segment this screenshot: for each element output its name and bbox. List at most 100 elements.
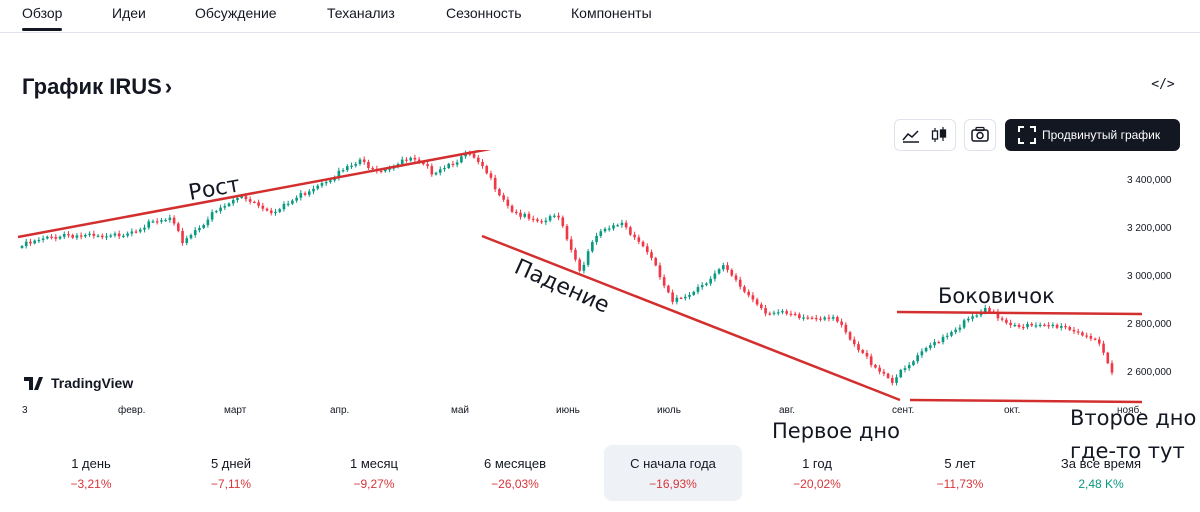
candle-body: [654, 257, 658, 266]
tab-components[interactable]: Компоненты: [571, 5, 652, 21]
candle-body: [84, 234, 87, 237]
embed-code-button[interactable]: </>: [1150, 74, 1176, 96]
period-6[interactable]: 5 лет −11,73%: [891, 445, 1029, 501]
candle-body: [983, 307, 987, 312]
candle-body: [924, 348, 928, 352]
period-0[interactable]: 1 день −3,21%: [22, 445, 160, 501]
candle-body: [595, 235, 598, 243]
candle-body: [329, 180, 332, 183]
candle-body: [269, 210, 273, 214]
candle-body: [852, 339, 856, 345]
x-tick-label: сент.: [892, 405, 914, 416]
candle-body: [531, 218, 535, 220]
tab-seasonality[interactable]: Сезонность: [446, 5, 522, 21]
candle-body: [350, 165, 353, 167]
candle-body: [143, 227, 146, 230]
candle-body: [236, 197, 239, 201]
candle-body: [633, 234, 636, 238]
tab-ideas[interactable]: Идеи: [112, 5, 146, 21]
candle-body: [700, 285, 704, 288]
candle-body: [122, 235, 125, 237]
candle-body: [485, 166, 489, 174]
candle-body: [299, 193, 303, 198]
tradingview-logo-icon: [24, 377, 43, 390]
x-tick-label: июль: [657, 405, 681, 416]
candle-body: [1000, 318, 1004, 320]
candle-body: [312, 188, 315, 192]
candle-body: [50, 236, 53, 238]
candle-body: [544, 220, 548, 223]
period-2[interactable]: 1 месяц −9,27%: [305, 445, 443, 501]
candle-body: [316, 185, 320, 189]
candle-body: [37, 239, 41, 242]
candle-body: [367, 161, 370, 168]
period-4[interactable]: С начала года −16,93%: [604, 445, 742, 501]
tab-technical-analysis[interactable]: Теханализ: [327, 5, 395, 21]
candle-body: [67, 234, 70, 236]
period-label: 1 год: [802, 456, 832, 471]
candle-body: [417, 159, 421, 162]
candle-body: [865, 352, 869, 357]
candle-body: [434, 172, 438, 175]
candle-body: [481, 161, 484, 167]
candle-body: [460, 156, 463, 163]
page-title[interactable]: График IRUS ›: [22, 74, 172, 100]
area-chart-button[interactable]: [899, 124, 923, 146]
candle-body: [240, 196, 243, 198]
candle-body: [903, 368, 907, 370]
candle-body: [891, 378, 894, 383]
tab-discussion[interactable]: Обсуждение: [195, 5, 277, 21]
candle-body: [751, 295, 755, 300]
candle-body: [189, 235, 193, 239]
candle-body: [971, 316, 974, 319]
x-tick-label: апр.: [330, 405, 349, 416]
period-1[interactable]: 5 дней −7,11%: [162, 445, 300, 501]
y-tick-label: 2 800,000: [1127, 319, 1172, 330]
candle-body: [278, 209, 282, 212]
candle-body: [941, 336, 945, 343]
x-tick-label: март: [224, 405, 247, 416]
candle-body: [181, 230, 184, 243]
candle-body: [1030, 323, 1034, 326]
tab-overview[interactable]: Обзор: [22, 5, 63, 21]
period-5[interactable]: 1 год −20,02%: [748, 445, 886, 501]
candle-body: [286, 203, 290, 205]
candle-body: [371, 167, 374, 170]
candle-body: [945, 335, 949, 337]
candle-body: [586, 251, 590, 265]
candle-body: [223, 206, 227, 208]
candle-body: [527, 213, 531, 219]
candle-body: [464, 153, 467, 157]
candle-body: [346, 166, 349, 171]
advanced-chart-button[interactable]: Продвинутый график: [1005, 119, 1180, 151]
candle-body: [447, 163, 451, 169]
annotation-second-bottom-line2: где-то тут: [1070, 439, 1185, 463]
candle-body: [33, 240, 36, 244]
snapshot-button[interactable]: [964, 119, 996, 151]
active-tab-indicator: [22, 28, 62, 31]
candle-body: [612, 225, 615, 229]
period-3[interactable]: 6 месяцев −26,03%: [446, 445, 584, 501]
tradingview-logo-text: TradingView: [51, 375, 133, 391]
candle-body: [219, 207, 222, 212]
candle-body: [814, 318, 818, 320]
annotation-second-bottom-line1: Второе дно: [1070, 406, 1196, 430]
candle-body: [929, 345, 932, 349]
candle-body: [810, 317, 814, 319]
candle-body: [747, 291, 750, 296]
top-tabs: Обзор Идеи Обсуждение Теханализ Сезоннос…: [0, 0, 1200, 33]
period-7[interactable]: За все время 2,48 K%: [1032, 445, 1170, 501]
price-chart[interactable]: 3 400,000 3 200,000 3 000,000 2 800,000 2 60…: [0, 150, 1200, 445]
x-tick-label: окт.: [1004, 405, 1020, 416]
candle-body: [899, 369, 903, 378]
range-bottom-line: [909, 398, 1143, 404]
candle-body: [755, 299, 759, 305]
candle-body: [789, 313, 793, 315]
candle-body: [1072, 329, 1076, 332]
candle-body: [438, 169, 442, 173]
candle-body: [882, 371, 886, 374]
candle-body: [1085, 335, 1088, 337]
candle-body: [476, 157, 480, 162]
candle-chart-button[interactable]: [927, 124, 951, 146]
candle-body: [489, 173, 493, 178]
